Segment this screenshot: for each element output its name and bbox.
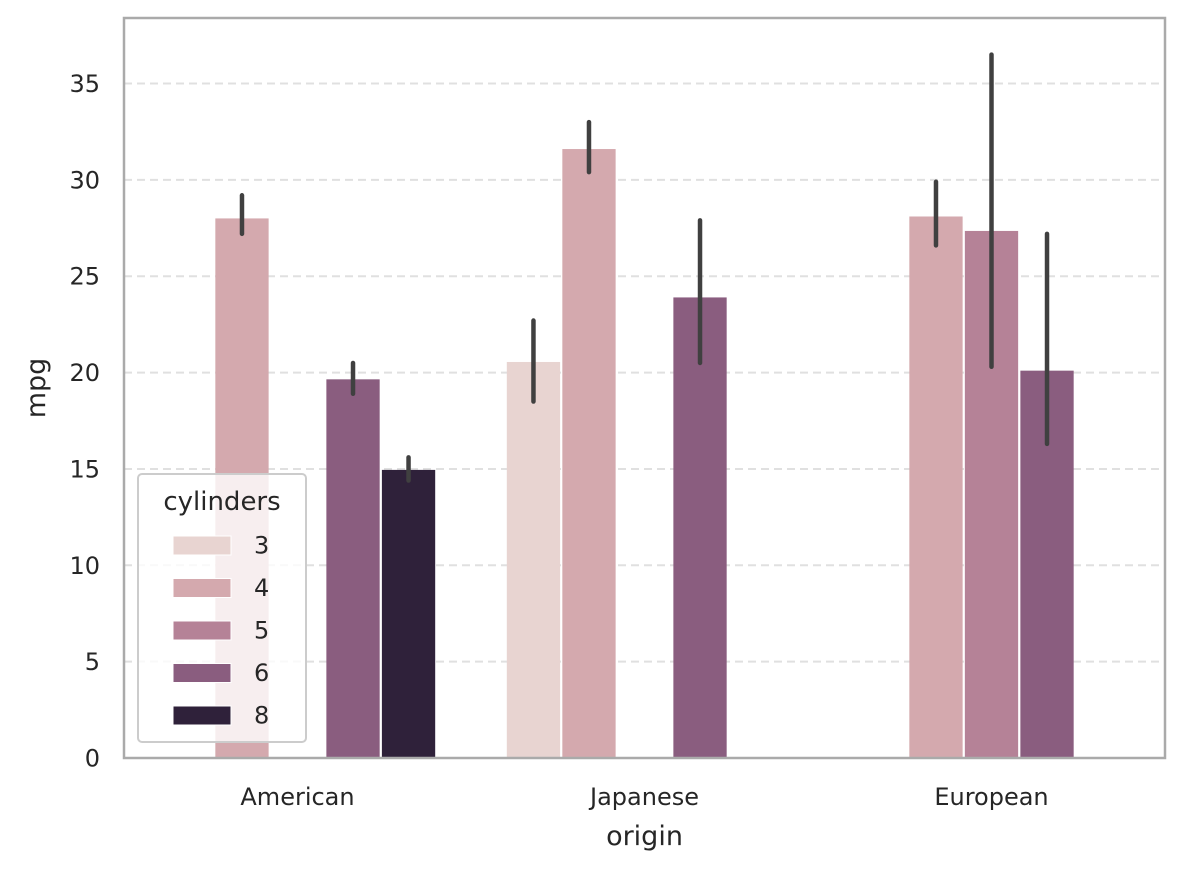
x-tick-label: Japanese — [588, 783, 699, 811]
y-tick-label: 35 — [69, 70, 100, 98]
x-tick-label: American — [240, 783, 354, 811]
bar — [562, 149, 616, 758]
bar — [381, 469, 436, 758]
legend-label: 5 — [254, 617, 269, 645]
legend-label: 8 — [254, 702, 269, 730]
plot-frame — [122, 16, 1167, 760]
y-tick-label: 0 — [85, 745, 100, 773]
bar — [506, 361, 561, 758]
x-tick-label: European — [934, 783, 1048, 811]
y-tick-label: 25 — [69, 263, 100, 291]
y-tick-label: 10 — [69, 552, 100, 580]
y-tick-label: 20 — [69, 359, 100, 387]
legend-swatch — [172, 535, 232, 556]
legend-swatch — [172, 663, 232, 683]
legend-label: 3 — [254, 532, 269, 560]
legend-items: 3 4 5 6 8 — [172, 532, 269, 730]
legend-swatch — [172, 705, 232, 726]
y-axis-label: mpg — [21, 358, 52, 419]
bar — [909, 216, 963, 759]
y-tick-label: 5 — [85, 648, 100, 676]
legend-title: cylinders — [163, 487, 280, 517]
x-axis-label: origin — [606, 821, 683, 852]
legend-swatch — [172, 578, 232, 598]
y-tick-label: 30 — [69, 166, 100, 194]
bar — [673, 297, 727, 758]
legend-label: 4 — [254, 574, 269, 602]
y-tick-labels: 0 5 10 15 20 25 30 35 — [69, 70, 100, 772]
legend-swatch — [172, 620, 232, 641]
bar — [326, 379, 380, 758]
legend: cylinders 3 4 5 6 8 — [137, 473, 307, 743]
x-tick-labels: American Japanese European — [240, 783, 1048, 811]
error-bars — [239, 52, 1050, 483]
y-tick-label: 15 — [69, 455, 100, 483]
legend-label: 6 — [254, 659, 269, 687]
